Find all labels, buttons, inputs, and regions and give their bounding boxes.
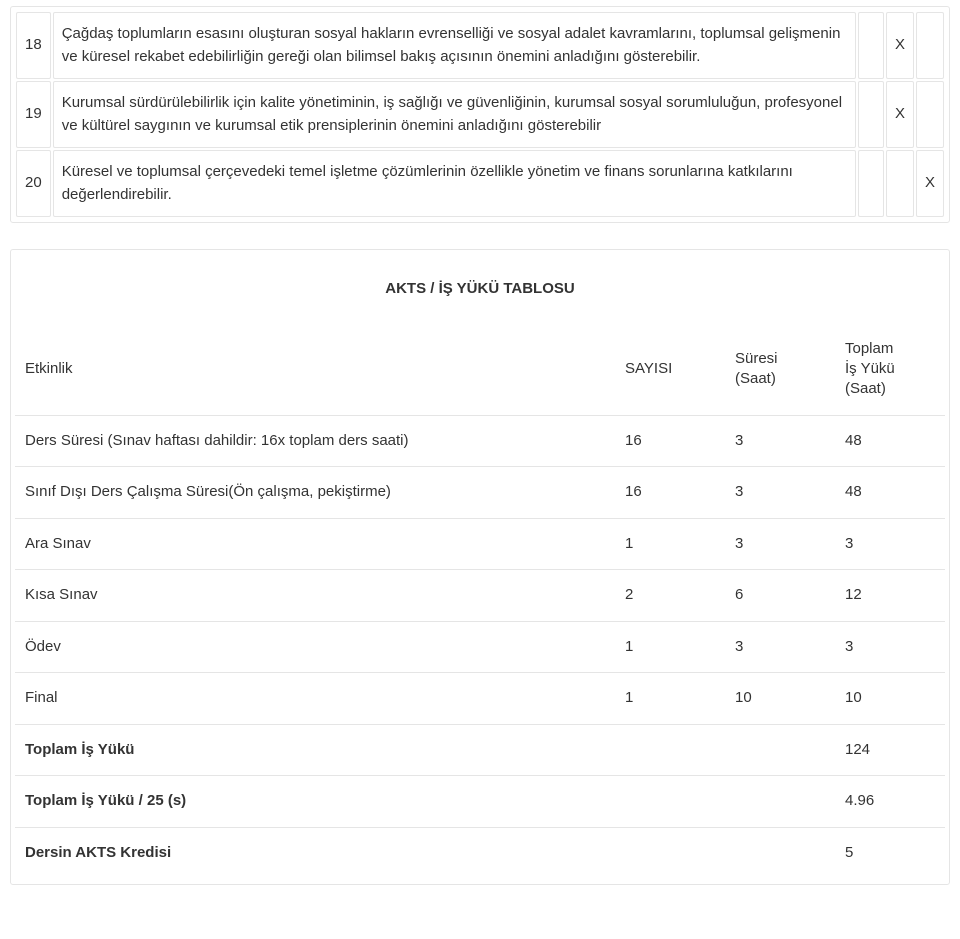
- summary-row-akts-credit: Dersin AKTS Kredisi 5: [15, 827, 945, 879]
- summary-value: 124: [835, 724, 945, 776]
- workload-table: Etkinlik SAYISI Süresi (Saat) Toplam İş …: [15, 325, 945, 879]
- outcome-mark-col-2: X: [886, 12, 914, 79]
- header-count: SAYISI: [615, 325, 725, 415]
- outcome-number: 18: [16, 12, 51, 79]
- outcome-mark-col-2: X: [886, 81, 914, 148]
- header-total-line1: Toplam: [845, 340, 893, 357]
- activity-duration: 3: [725, 518, 835, 570]
- header-total-line3: (Saat): [845, 380, 886, 397]
- outcome-mark-col-1: [858, 81, 884, 148]
- summary-label: Toplam İş Yükü: [15, 724, 835, 776]
- activity-duration: 3: [725, 415, 835, 467]
- workload-table-container: AKTS / İŞ YÜKÜ TABLOSU Etkinlik SAYISI S…: [10, 249, 950, 885]
- summary-value: 5: [835, 827, 945, 879]
- header-total-line2: İş Yükü: [845, 360, 895, 377]
- table-row: 20 Küresel ve toplumsal çerçevedeki teme…: [16, 150, 944, 217]
- outcome-number: 19: [16, 81, 51, 148]
- header-duration: Süresi (Saat): [725, 325, 835, 415]
- activity-total: 48: [835, 415, 945, 467]
- table-row: Sınıf Dışı Ders Çalışma Süresi(Ön çalışm…: [15, 466, 945, 518]
- summary-row-total-over-25: Toplam İş Yükü / 25 (s) 4.96: [15, 775, 945, 827]
- header-activity: Etkinlik: [15, 325, 615, 415]
- outcome-mark-col-1: [858, 12, 884, 79]
- table-row: Kısa Sınav 2 6 12: [15, 569, 945, 621]
- header-total: Toplam İş Yükü (Saat): [835, 325, 945, 415]
- outcomes-table-container: 18 Çağdaş toplumların esasını oluşturan …: [10, 6, 950, 223]
- activity-total: 48: [835, 466, 945, 518]
- activity-label: Sınıf Dışı Ders Çalışma Süresi(Ön çalışm…: [15, 466, 615, 518]
- page: 18 Çağdaş toplumların esasını oluşturan …: [0, 0, 960, 915]
- header-duration-line1: Süresi: [735, 350, 778, 367]
- summary-value: 4.96: [835, 775, 945, 827]
- table-row: Ara Sınav 1 3 3: [15, 518, 945, 570]
- activity-count: 16: [615, 466, 725, 518]
- outcomes-table: 18 Çağdaş toplumların esasını oluşturan …: [14, 10, 946, 219]
- summary-label: Toplam İş Yükü / 25 (s): [15, 775, 835, 827]
- outcome-description: Kurumsal sürdürülebilirlik için kalite y…: [53, 81, 856, 148]
- table-row: Ders Süresi (Sınav haftası dahildir: 16x…: [15, 415, 945, 467]
- outcome-mark-col-3: [916, 12, 944, 79]
- outcome-mark-col-2: [886, 150, 914, 217]
- workload-title: AKTS / İŞ YÜKÜ TABLOSU: [15, 256, 945, 325]
- header-duration-line2: (Saat): [735, 370, 776, 387]
- summary-label: Dersin AKTS Kredisi: [15, 827, 835, 879]
- table-row: Final 1 10 10: [15, 672, 945, 724]
- activity-count: 16: [615, 415, 725, 467]
- activity-total: 3: [835, 621, 945, 673]
- activity-count: 1: [615, 518, 725, 570]
- activity-total: 10: [835, 672, 945, 724]
- activity-label: Kısa Sınav: [15, 569, 615, 621]
- outcome-mark-col-1: [858, 150, 884, 217]
- table-row: 19 Kurumsal sürdürülebilirlik için kalit…: [16, 81, 944, 148]
- activity-count: 1: [615, 672, 725, 724]
- activity-count: 1: [615, 621, 725, 673]
- activity-duration: 10: [725, 672, 835, 724]
- table-row: 18 Çağdaş toplumların esasını oluşturan …: [16, 12, 944, 79]
- activity-label: Ders Süresi (Sınav haftası dahildir: 16x…: [15, 415, 615, 467]
- outcome-mark-col-3: X: [916, 150, 944, 217]
- summary-row-total-workload: Toplam İş Yükü 124: [15, 724, 945, 776]
- activity-total: 3: [835, 518, 945, 570]
- activity-label: Ara Sınav: [15, 518, 615, 570]
- table-row: Ödev 1 3 3: [15, 621, 945, 673]
- activity-label: Final: [15, 672, 615, 724]
- activity-count: 2: [615, 569, 725, 621]
- activity-duration: 3: [725, 621, 835, 673]
- workload-header-row: Etkinlik SAYISI Süresi (Saat) Toplam İş …: [15, 325, 945, 415]
- outcome-description: Çağdaş toplumların esasını oluşturan sos…: [53, 12, 856, 79]
- activity-total: 12: [835, 569, 945, 621]
- outcome-number: 20: [16, 150, 51, 217]
- activity-label: Ödev: [15, 621, 615, 673]
- activity-duration: 3: [725, 466, 835, 518]
- activity-duration: 6: [725, 569, 835, 621]
- outcome-mark-col-3: [916, 81, 944, 148]
- outcome-description: Küresel ve toplumsal çerçevedeki temel i…: [53, 150, 856, 217]
